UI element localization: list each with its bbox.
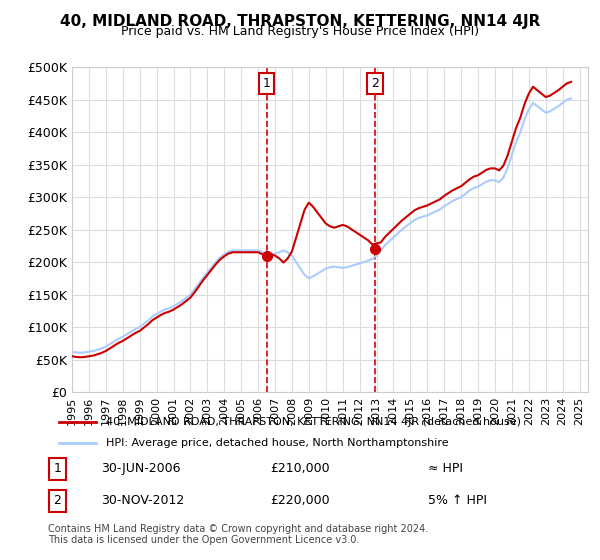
Text: ≈ HPI: ≈ HPI [428,462,463,475]
Text: 40, MIDLAND ROAD, THRAPSTON, KETTERING, NN14 4JR (detached house): 40, MIDLAND ROAD, THRAPSTON, KETTERING, … [106,417,521,427]
Text: 1: 1 [53,462,61,475]
Text: 5% ↑ HPI: 5% ↑ HPI [428,494,487,507]
Text: Contains HM Land Registry data © Crown copyright and database right 2024.
This d: Contains HM Land Registry data © Crown c… [48,524,428,545]
Text: 2: 2 [53,494,61,507]
Text: Price paid vs. HM Land Registry's House Price Index (HPI): Price paid vs. HM Land Registry's House … [121,25,479,38]
Text: 30-NOV-2012: 30-NOV-2012 [101,494,184,507]
Text: 30-JUN-2006: 30-JUN-2006 [101,462,181,475]
Text: HPI: Average price, detached house, North Northamptonshire: HPI: Average price, detached house, Nort… [106,438,449,448]
Text: 40, MIDLAND ROAD, THRAPSTON, KETTERING, NN14 4JR: 40, MIDLAND ROAD, THRAPSTON, KETTERING, … [60,14,540,29]
Text: £210,000: £210,000 [270,462,329,475]
Text: 1: 1 [263,77,271,90]
Text: £220,000: £220,000 [270,494,329,507]
Text: 2: 2 [371,77,379,90]
